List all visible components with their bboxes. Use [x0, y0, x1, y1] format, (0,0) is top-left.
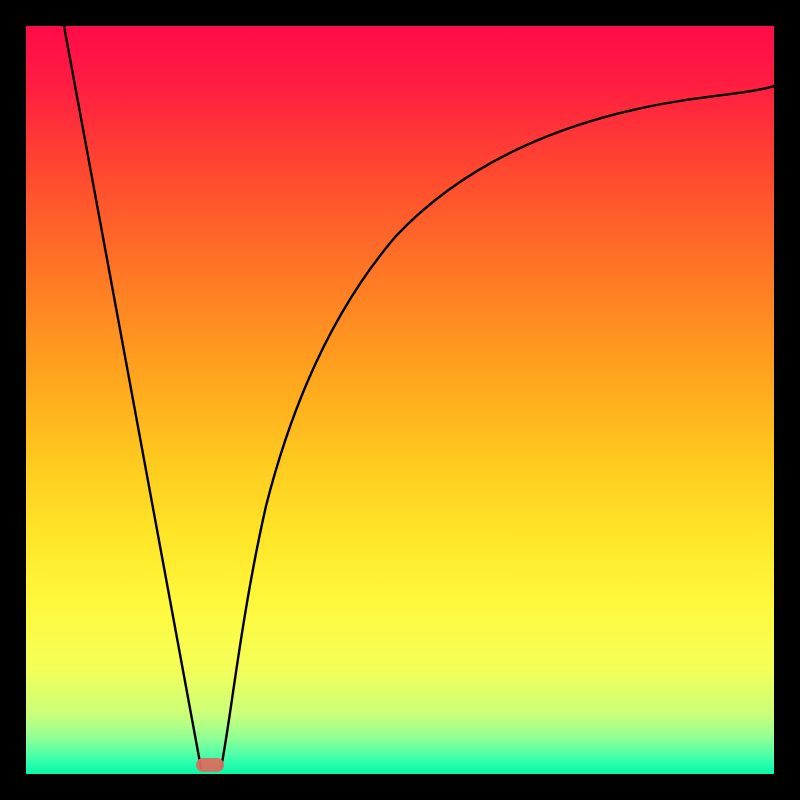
plot-area: [26, 26, 774, 774]
frame-border-top: [0, 0, 800, 26]
curve-right-branch: [221, 86, 774, 768]
optimum-marker: [196, 758, 224, 772]
frame-border-left: [0, 0, 26, 800]
frame-border-right: [774, 0, 800, 800]
curve-left-branch: [64, 26, 201, 768]
bottleneck-curve: [26, 26, 774, 774]
frame-border-bottom: [0, 774, 800, 800]
chart-frame: TheBottlenecker.com: [0, 0, 800, 800]
